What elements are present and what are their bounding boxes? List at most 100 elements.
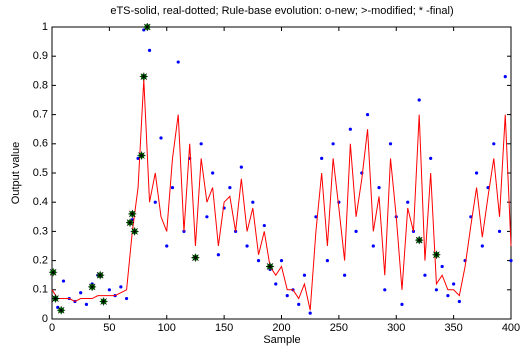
rule-star-lines xyxy=(139,72,148,81)
real-point xyxy=(480,244,484,248)
real-point xyxy=(503,75,507,79)
real-point xyxy=(509,259,513,263)
x-tick-label: 100 xyxy=(158,322,176,334)
real-point xyxy=(457,299,461,304)
real-point xyxy=(308,311,312,315)
y-tick-label: 0.3 xyxy=(33,225,48,237)
real-point xyxy=(147,48,152,52)
real-point xyxy=(429,156,433,160)
x-tick-label: 250 xyxy=(330,322,348,334)
rule-star-lines xyxy=(96,271,105,280)
rule-star xyxy=(266,262,275,271)
rule-star xyxy=(143,23,152,31)
rule-star-lines xyxy=(415,236,424,245)
rule-star-lines xyxy=(57,306,66,315)
rule-star xyxy=(432,250,441,259)
real-point xyxy=(205,215,209,219)
real-point xyxy=(239,165,243,169)
y-axis-label: Output value xyxy=(10,142,22,204)
rule-star xyxy=(126,218,135,227)
x-tick-label: 50 xyxy=(103,322,115,334)
real-point xyxy=(119,285,123,289)
real-point xyxy=(314,215,318,219)
rule-star-lines xyxy=(88,282,97,291)
rule-star-lines xyxy=(191,253,200,262)
real-point xyxy=(279,259,284,263)
real-point xyxy=(365,113,370,117)
rule-star xyxy=(139,72,148,81)
y-tick-label: 0.2 xyxy=(33,255,48,267)
real-point xyxy=(297,302,301,306)
rule-star xyxy=(57,306,66,315)
real-point xyxy=(256,259,261,263)
y-tick-label: 0.4 xyxy=(33,196,48,208)
y-tick-label: 0.5 xyxy=(33,167,48,179)
real-point xyxy=(492,142,496,146)
real-point xyxy=(262,223,266,228)
rule-star-lines xyxy=(130,227,139,236)
real-point xyxy=(199,142,203,146)
y-tick-label: 1 xyxy=(42,21,48,33)
x-tick-label: 350 xyxy=(444,322,462,334)
real-point xyxy=(251,200,255,204)
real-point xyxy=(434,288,439,292)
real-point xyxy=(320,156,324,160)
real-point xyxy=(176,60,180,64)
rule-star-lines xyxy=(143,23,152,31)
real-point xyxy=(446,294,450,298)
real-point xyxy=(440,264,444,269)
real-point xyxy=(211,171,215,175)
real-point xyxy=(400,302,404,306)
real-point xyxy=(124,296,129,301)
real-point xyxy=(79,291,83,295)
rule-star xyxy=(128,209,137,218)
rule-star xyxy=(51,294,60,303)
x-tick-label: 0 xyxy=(49,322,55,334)
real-point xyxy=(383,288,387,292)
rule-star-lines xyxy=(51,294,60,303)
real-point xyxy=(497,229,502,233)
rule-star xyxy=(191,253,200,262)
x-tick-label: 150 xyxy=(215,322,233,334)
rule-star xyxy=(96,271,105,280)
rule-star-lines xyxy=(137,151,146,160)
x-axis-label: Sample xyxy=(263,334,300,346)
real-point xyxy=(348,127,352,131)
real-point xyxy=(165,244,169,248)
real-point xyxy=(452,282,456,286)
rule-star-lines xyxy=(432,250,441,259)
rule-star-lines xyxy=(126,218,135,227)
rule-star-lines xyxy=(266,262,275,271)
rule-star xyxy=(130,227,139,236)
rule-star-lines xyxy=(49,268,58,277)
real-point xyxy=(216,253,220,257)
chart-title: eTS-solid, real-dotted; Rule-base evolut… xyxy=(110,5,453,17)
y-tick-label: 0.1 xyxy=(33,284,48,296)
real-point xyxy=(170,186,175,190)
real-point xyxy=(331,142,335,146)
ets-line xyxy=(51,79,512,311)
real-point xyxy=(302,273,307,277)
real-point xyxy=(388,142,393,146)
x-tick-label: 300 xyxy=(387,322,405,334)
y-tick-label: 0.6 xyxy=(33,138,48,150)
real-point xyxy=(84,302,89,306)
y-tick-label: 0 xyxy=(42,313,48,325)
real-point xyxy=(354,229,358,233)
real-point xyxy=(61,279,66,283)
real-point xyxy=(159,136,163,140)
real-point xyxy=(406,200,410,204)
rule-star xyxy=(88,282,97,291)
real-point xyxy=(274,282,278,286)
real-point xyxy=(423,273,427,277)
y-tick-label: 0.8 xyxy=(33,79,48,91)
real-point xyxy=(343,273,347,277)
x-tick-label: 400 xyxy=(502,322,520,334)
real-point xyxy=(325,259,329,263)
real-point xyxy=(417,98,421,102)
rule-star xyxy=(415,236,424,245)
real-point xyxy=(371,244,375,248)
rule-star xyxy=(49,268,58,277)
real-point xyxy=(377,186,381,190)
